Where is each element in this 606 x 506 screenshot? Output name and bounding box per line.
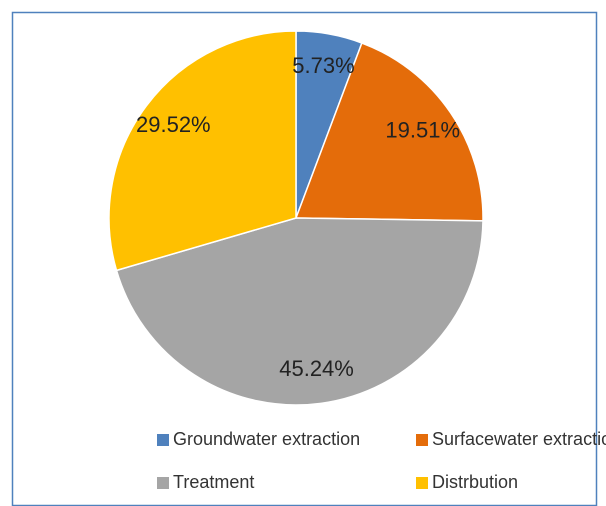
data-label: 29.52% — [136, 112, 211, 137]
legend-swatch — [157, 477, 169, 489]
pie-slice — [294, 42, 484, 222]
legend-swatch — [416, 477, 428, 489]
data-label: 5.73% — [292, 53, 354, 78]
legend-label: Distrbution — [432, 472, 518, 492]
legend-swatch — [157, 434, 169, 446]
legend-label: Groundwater extraction — [173, 429, 360, 449]
pie-slice — [108, 30, 297, 272]
data-label: 19.51% — [385, 118, 460, 143]
data-label: 45.24% — [279, 356, 354, 381]
pie-slice — [115, 217, 484, 406]
legend-label: Treatment — [173, 472, 254, 492]
legend-swatch — [416, 434, 428, 446]
legend-label: Surfacewater extraction — [432, 429, 606, 449]
